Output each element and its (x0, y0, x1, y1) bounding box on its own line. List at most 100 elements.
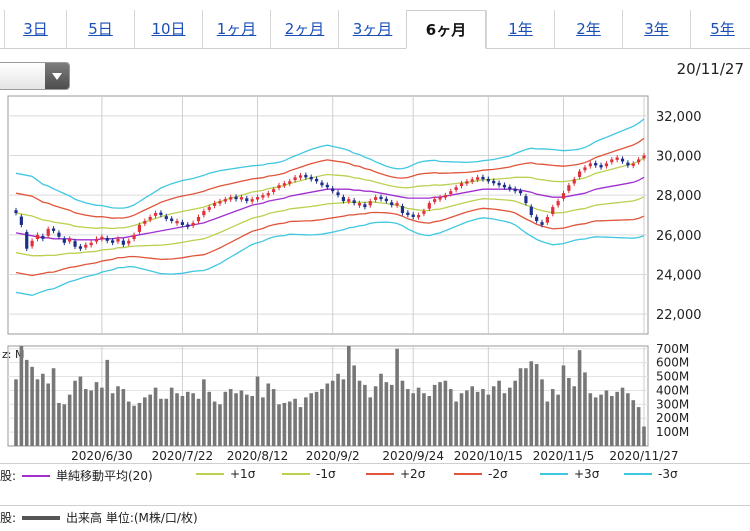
candle-body-0 (14, 210, 18, 214)
candle-body-63 (352, 200, 356, 204)
price-tick-label-2: 28,000 (656, 189, 702, 204)
volume-bar-50 (282, 402, 287, 446)
tab-8[interactable]: 2年 (554, 10, 622, 48)
volume-bar-63 (352, 365, 356, 446)
candle-body-73 (406, 212, 410, 215)
volume-bar-32 (185, 391, 190, 446)
candle-body-98 (540, 222, 544, 225)
candle-body-57 (320, 182, 324, 186)
candle-body-28 (164, 216, 168, 219)
candle-body-70 (390, 202, 394, 206)
volume-bar-19 (116, 386, 120, 446)
volume-legend-swatch (22, 515, 60, 520)
candle-body-45 (255, 197, 260, 200)
candle-body-105 (577, 171, 582, 177)
candle-body-30 (175, 220, 179, 224)
volume-bar-114 (626, 393, 630, 446)
x-tick-label-7: 2020/11/27 (609, 449, 678, 463)
candle-body-117 (642, 155, 646, 159)
volume-bar-49 (277, 404, 281, 446)
candle-body-36 (207, 207, 211, 210)
legend-prefix: 股: (0, 469, 17, 483)
candle-body-8 (57, 232, 61, 237)
tab-4[interactable]: 2ヶ月 (270, 10, 338, 48)
candle-body-79 (438, 197, 442, 200)
chevron-down-icon[interactable] (45, 63, 69, 89)
candle-body-55 (309, 176, 313, 180)
candle-body-103 (567, 185, 571, 191)
tab-10[interactable]: 5年 (690, 10, 750, 48)
candle-body-90 (497, 182, 501, 186)
legend-swatch-6 (624, 473, 652, 475)
volume-bar-91 (502, 393, 507, 446)
candle-body-37 (212, 203, 217, 206)
candle-body-112 (615, 157, 619, 160)
volume-bar-69 (384, 382, 389, 446)
volume-bar-54 (304, 397, 308, 446)
tab-1[interactable]: 5日 (66, 10, 134, 48)
candle-body-92 (508, 186, 512, 190)
candle-body-54 (304, 174, 308, 178)
volume-bar-89 (491, 386, 496, 446)
volume-tick-label-0: 700M (656, 342, 689, 356)
current-date: 20/11/27 (676, 60, 744, 78)
candle-body-14 (89, 242, 93, 246)
volume-bar-94 (518, 368, 523, 446)
indicator-dropdown[interactable] (0, 62, 70, 90)
volume-bar-65 (363, 384, 367, 446)
candle-body-97 (535, 216, 539, 221)
candle-body-82 (454, 187, 458, 191)
band-plus3 (15, 118, 645, 209)
candle-body-61 (341, 196, 346, 202)
volume-bar-85 (470, 386, 475, 446)
candle-body-93 (513, 188, 517, 192)
volume-bar-48 (271, 389, 276, 446)
volume-bar-40 (228, 389, 233, 446)
candle-body-44 (250, 199, 254, 202)
volume-bar-101 (556, 394, 560, 446)
volume-bar-100 (550, 389, 555, 446)
tab-6[interactable]: 6ヶ月 (406, 10, 486, 49)
legend-swatch-1 (196, 473, 224, 475)
volume-bar-59 (330, 380, 335, 446)
tab-5[interactable]: 3ヶ月 (338, 10, 406, 48)
candle-body-46 (261, 195, 265, 198)
candle-body-34 (196, 216, 201, 222)
tab-2[interactable]: 10日 (134, 10, 202, 48)
volume-bar-105 (577, 350, 582, 446)
volume-bar-109 (599, 394, 603, 446)
volume-bar-57 (320, 389, 324, 446)
legend-label-6: -3σ (658, 467, 678, 481)
volume-bar-47 (266, 383, 271, 446)
volume-bar-52 (293, 398, 297, 446)
tab-7[interactable]: 1年 (486, 10, 554, 48)
x-tick-label-2: 2020/8/12 (227, 449, 289, 463)
volume-bar-25 (148, 394, 152, 446)
candle-body-20 (121, 240, 125, 245)
volume-bar-26 (153, 387, 158, 446)
tab-9[interactable]: 3年 (622, 10, 690, 48)
volume-bar-80 (443, 380, 448, 446)
volume-bar-102 (561, 365, 566, 446)
volume-bar-13 (83, 389, 88, 446)
candle-body-91 (502, 184, 507, 188)
legend-swatch-4 (454, 473, 482, 475)
tab-0[interactable]: 3日 (4, 10, 66, 48)
volume-bar-7 (51, 368, 56, 446)
volume-bar-56 (314, 391, 319, 446)
candle-body-69 (384, 198, 388, 202)
volume-bar-64 (357, 380, 362, 446)
volume-bar-61 (341, 379, 346, 446)
volume-bar-66 (368, 397, 373, 446)
candle-body-65 (363, 204, 367, 208)
tab-3[interactable]: 1ヶ月 (202, 10, 270, 48)
legend-prefix-2: 股: (0, 511, 17, 525)
volume-legend: 股: 出来高 単位:(M株/口/枚) (0, 505, 750, 528)
volume-bar-14 (89, 390, 93, 446)
volume-bar-9 (62, 404, 67, 446)
candle-body-80 (443, 195, 448, 198)
candle-body-50 (282, 183, 286, 186)
candle-body-75 (416, 215, 421, 218)
volume-bar-30 (175, 393, 179, 446)
legend-label-1: +1σ (230, 467, 256, 481)
